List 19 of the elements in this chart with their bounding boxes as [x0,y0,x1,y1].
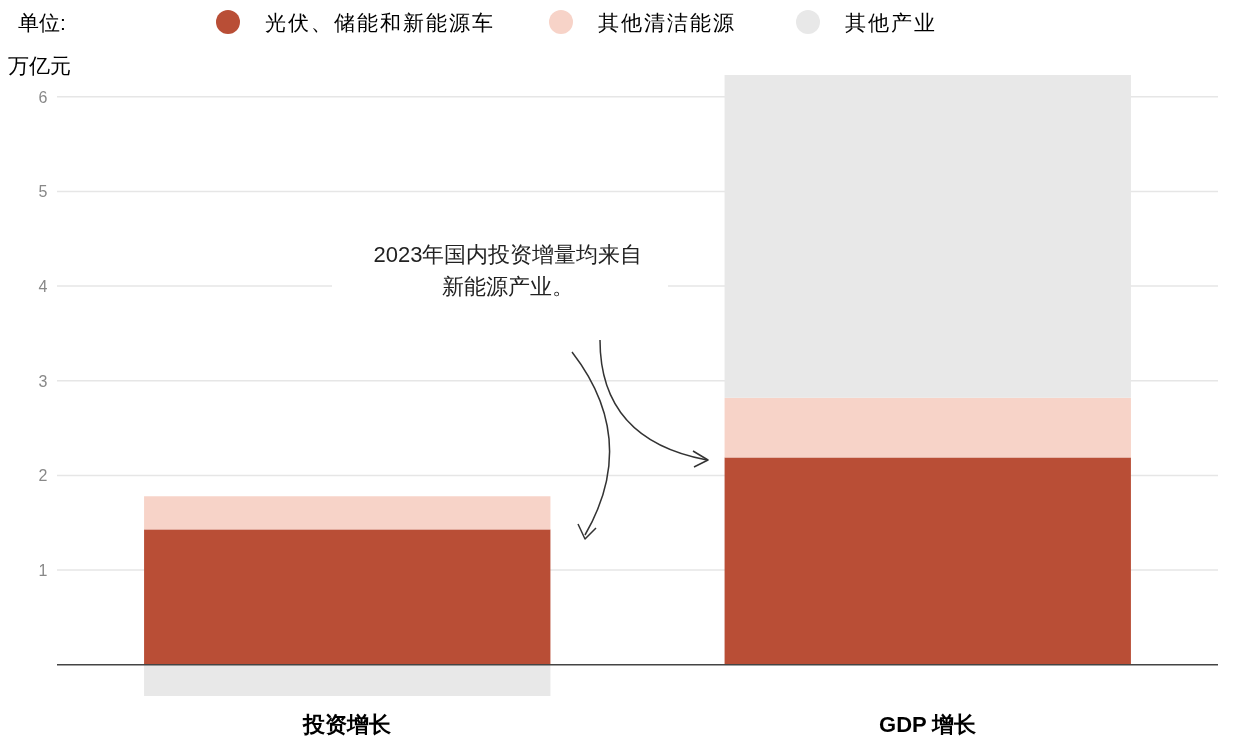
y-tick-label: 5 [38,183,48,201]
legend-title: 单位: [18,11,66,34]
legend-label: 其他产业 [845,11,937,34]
bar [724,397,1131,458]
legend-label: 光伏、储能和新能源车 [265,11,495,34]
y-tick-label: 3 [38,372,48,390]
bar [144,496,551,530]
x-tick-label: 投资增长 [302,712,393,737]
y-axis-title: 万亿元 [8,54,71,77]
y-tick-label: 2 [38,467,48,485]
legend-label: 其他清洁能源 [598,11,736,34]
bar [144,529,551,665]
y-tick-label: 6 [38,88,48,106]
x-tick-label: GDP 增长 [879,712,978,737]
y-tick-label: 1 [38,562,48,580]
bar [144,664,551,696]
bar [724,457,1131,665]
annotation: 2023年国内投资增量均来自新能源产业。 [373,242,643,299]
y-tick-label: 4 [38,278,48,296]
